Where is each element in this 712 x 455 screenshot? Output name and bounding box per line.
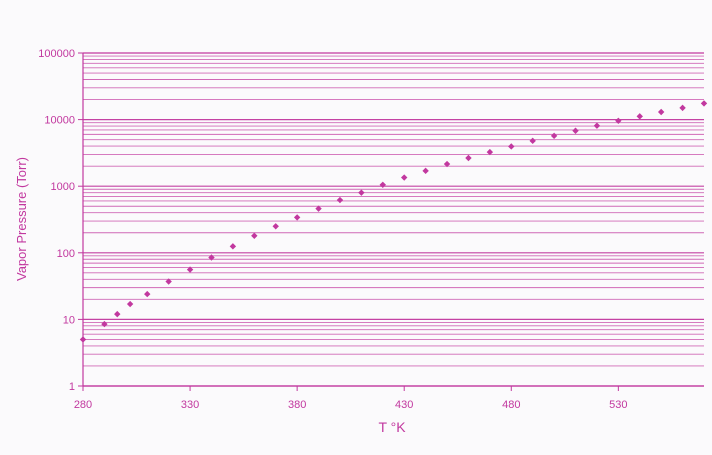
data-point — [550, 132, 558, 140]
data-points — [79, 100, 708, 343]
x-tick-label: 480 — [502, 399, 520, 411]
data-point — [443, 160, 451, 168]
y-tick-label: 10000 — [44, 115, 75, 127]
data-point — [529, 137, 536, 145]
data-point — [422, 167, 429, 175]
data-point — [101, 320, 108, 328]
data-point — [615, 117, 622, 124]
data-point — [315, 205, 322, 212]
x-axis-label: T °K — [378, 419, 406, 435]
x-tick-label: 530 — [609, 399, 627, 411]
data-point — [700, 100, 708, 107]
gridlines — [83, 52, 704, 387]
data-point — [358, 189, 365, 196]
data-point — [126, 300, 134, 308]
y-tick-label: 100000 — [38, 48, 75, 60]
data-point — [379, 181, 386, 188]
y-tick-label: 1 — [69, 381, 75, 393]
data-point — [144, 290, 151, 298]
x-tick-label: 430 — [395, 399, 413, 411]
data-point — [186, 266, 194, 273]
data-point — [401, 174, 408, 181]
data-point — [572, 127, 579, 134]
axes — [78, 52, 704, 391]
data-point — [336, 196, 344, 204]
data-point — [593, 122, 601, 129]
data-point — [229, 243, 237, 250]
y-tick-label: 1000 — [51, 181, 75, 193]
x-tick-label: 380 — [288, 399, 306, 411]
x-tick-labels: 280 330 380 430 480 530 — [74, 399, 628, 411]
data-point — [636, 113, 643, 120]
data-point — [486, 148, 494, 156]
data-point — [165, 278, 172, 285]
data-point — [508, 143, 515, 150]
data-point — [272, 223, 279, 230]
data-point — [114, 310, 121, 318]
y-tick-label: 100 — [57, 248, 75, 260]
data-point — [657, 108, 665, 116]
data-point — [679, 104, 686, 112]
data-point — [208, 254, 215, 261]
y-tick-label: 10 — [63, 314, 75, 326]
data-point — [251, 232, 258, 239]
data-point — [465, 154, 472, 162]
x-tick-label: 330 — [181, 399, 199, 411]
data-point — [293, 214, 301, 221]
x-tick-label: 280 — [74, 399, 92, 411]
y-axis-label: Vapor Pressure (Torr) — [14, 157, 29, 281]
data-point — [79, 336, 87, 343]
y-tick-labels: 1 10 100 1000 10000 100000 — [38, 48, 75, 393]
